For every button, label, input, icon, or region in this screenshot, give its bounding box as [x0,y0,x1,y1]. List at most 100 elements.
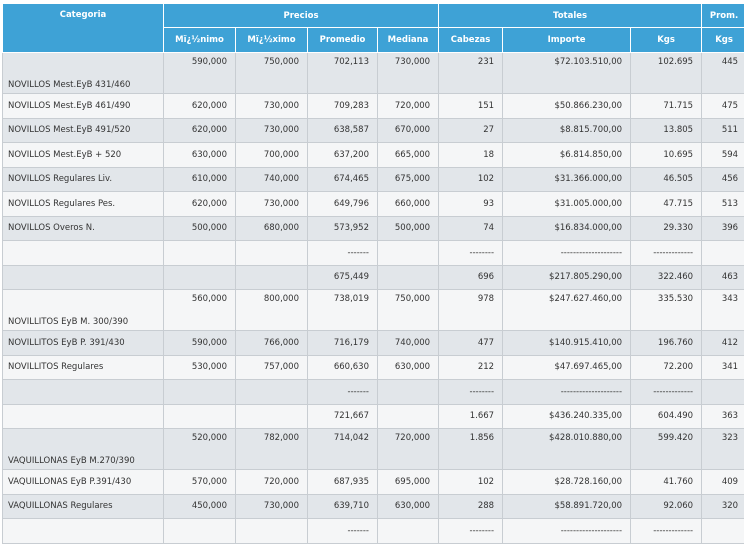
kgs-cell: ------------- [631,380,702,405]
prom-kgs-cell [702,380,744,405]
maximo-cell: 766,000 [236,331,308,356]
mediana-cell: 660,000 [378,192,439,217]
kgs-cell: 102.695 [631,53,702,94]
cabezas-cell: -------- [439,380,503,405]
mediana-cell: 630,000 [378,494,439,519]
prom-kgs-cell: 511 [702,118,744,143]
promedio-cell: 714,042 [308,429,378,470]
prom-kgs-cell: 594 [702,143,744,168]
minimo-cell: 620,000 [164,118,236,143]
cabezas-cell: 231 [439,53,503,94]
header-importe: Importe [503,28,631,53]
maximo-cell: 730,000 [236,94,308,119]
kgs-cell: 92.060 [631,494,702,519]
cabezas-cell: 288 [439,494,503,519]
minimo-cell [164,519,236,544]
maximo-cell: 750,000 [236,53,308,94]
kgs-cell: 71.715 [631,94,702,119]
category-cell: NOVILLITOS Regulares [3,355,164,380]
minimo-cell: 630,000 [164,143,236,168]
promedio-cell: 716,179 [308,331,378,356]
importe-cell: $47.697.465,00 [503,355,631,380]
category-cell [3,519,164,544]
header-prom: Prom. [702,4,744,28]
header-mediana: Mediana [378,28,439,53]
minimo-cell: 450,000 [164,494,236,519]
promedio-cell: 649,796 [308,192,378,217]
minimo-cell [164,265,236,290]
maximo-cell: 730,000 [236,118,308,143]
promedio-cell: 675,449 [308,265,378,290]
promedio-cell: ------- [308,241,378,266]
kgs-cell: 29.330 [631,216,702,241]
mediana-cell: 740,000 [378,331,439,356]
category-cell: NOVILLOS Regulares Pes. [3,192,164,217]
mediana-cell: 720,000 [378,94,439,119]
minimo-cell: 500,000 [164,216,236,241]
prom-kgs-cell: 320 [702,494,744,519]
header-cabezas: Cabezas [439,28,503,53]
cabezas-cell: 27 [439,118,503,143]
prom-kgs-cell [702,519,744,544]
category-cell: NOVILLITOS EyB M. 300/390 [3,290,164,331]
kgs-cell: 13.805 [631,118,702,143]
importe-cell: $31.366.000,00 [503,167,631,192]
kgs-cell: ------------- [631,519,702,544]
mediana-cell: 750,000 [378,290,439,331]
header-minimo: Mï¿½nimo [164,28,236,53]
category-cell: NOVILLOS Mest.EyB 431/460 [3,53,164,94]
cabezas-cell: 696 [439,265,503,290]
category-cell: NOVILLOS Regulares Liv. [3,167,164,192]
category-cell [3,265,164,290]
prom-kgs-cell: 323 [702,429,744,470]
header-precios: Precios [164,4,439,28]
importe-cell: $72.103.510,00 [503,53,631,94]
maximo-cell: 700,000 [236,143,308,168]
kgs-cell: 604.490 [631,404,702,429]
mediana-cell [378,404,439,429]
cabezas-cell: 212 [439,355,503,380]
importe-cell: $31.005.000,00 [503,192,631,217]
header-promedio: Promedio [308,28,378,53]
cabezas-cell: -------- [439,519,503,544]
header-categoria: Categoria [3,4,164,53]
kgs-cell: 10.695 [631,143,702,168]
minimo-cell: 570,000 [164,470,236,495]
category-cell: VAQUILLONAS EyB P.391/430 [3,470,164,495]
cabezas-cell: 1.856 [439,429,503,470]
minimo-cell: 560,000 [164,290,236,331]
prom-kgs-cell: 456 [702,167,744,192]
maximo-cell: 757,000 [236,355,308,380]
promedio-cell: 702,113 [308,53,378,94]
maximo-cell: 730,000 [236,192,308,217]
maximo-cell [236,241,308,266]
kgs-cell: 46.505 [631,167,702,192]
header-maximo: Mï¿½ximo [236,28,308,53]
importe-cell: $247.627.460,00 [503,290,631,331]
promedio-cell: 638,587 [308,118,378,143]
maximo-cell: 740,000 [236,167,308,192]
category-cell [3,241,164,266]
promedio-cell: 687,935 [308,470,378,495]
category-cell: NOVILLOS Mest.EyB 461/490 [3,94,164,119]
maximo-cell [236,519,308,544]
maximo-cell: 782,000 [236,429,308,470]
mediana-cell: 500,000 [378,216,439,241]
cabezas-cell: 978 [439,290,503,331]
minimo-cell: 590,000 [164,331,236,356]
category-cell [3,380,164,405]
promedio-cell: ------- [308,380,378,405]
maximo-cell [236,265,308,290]
